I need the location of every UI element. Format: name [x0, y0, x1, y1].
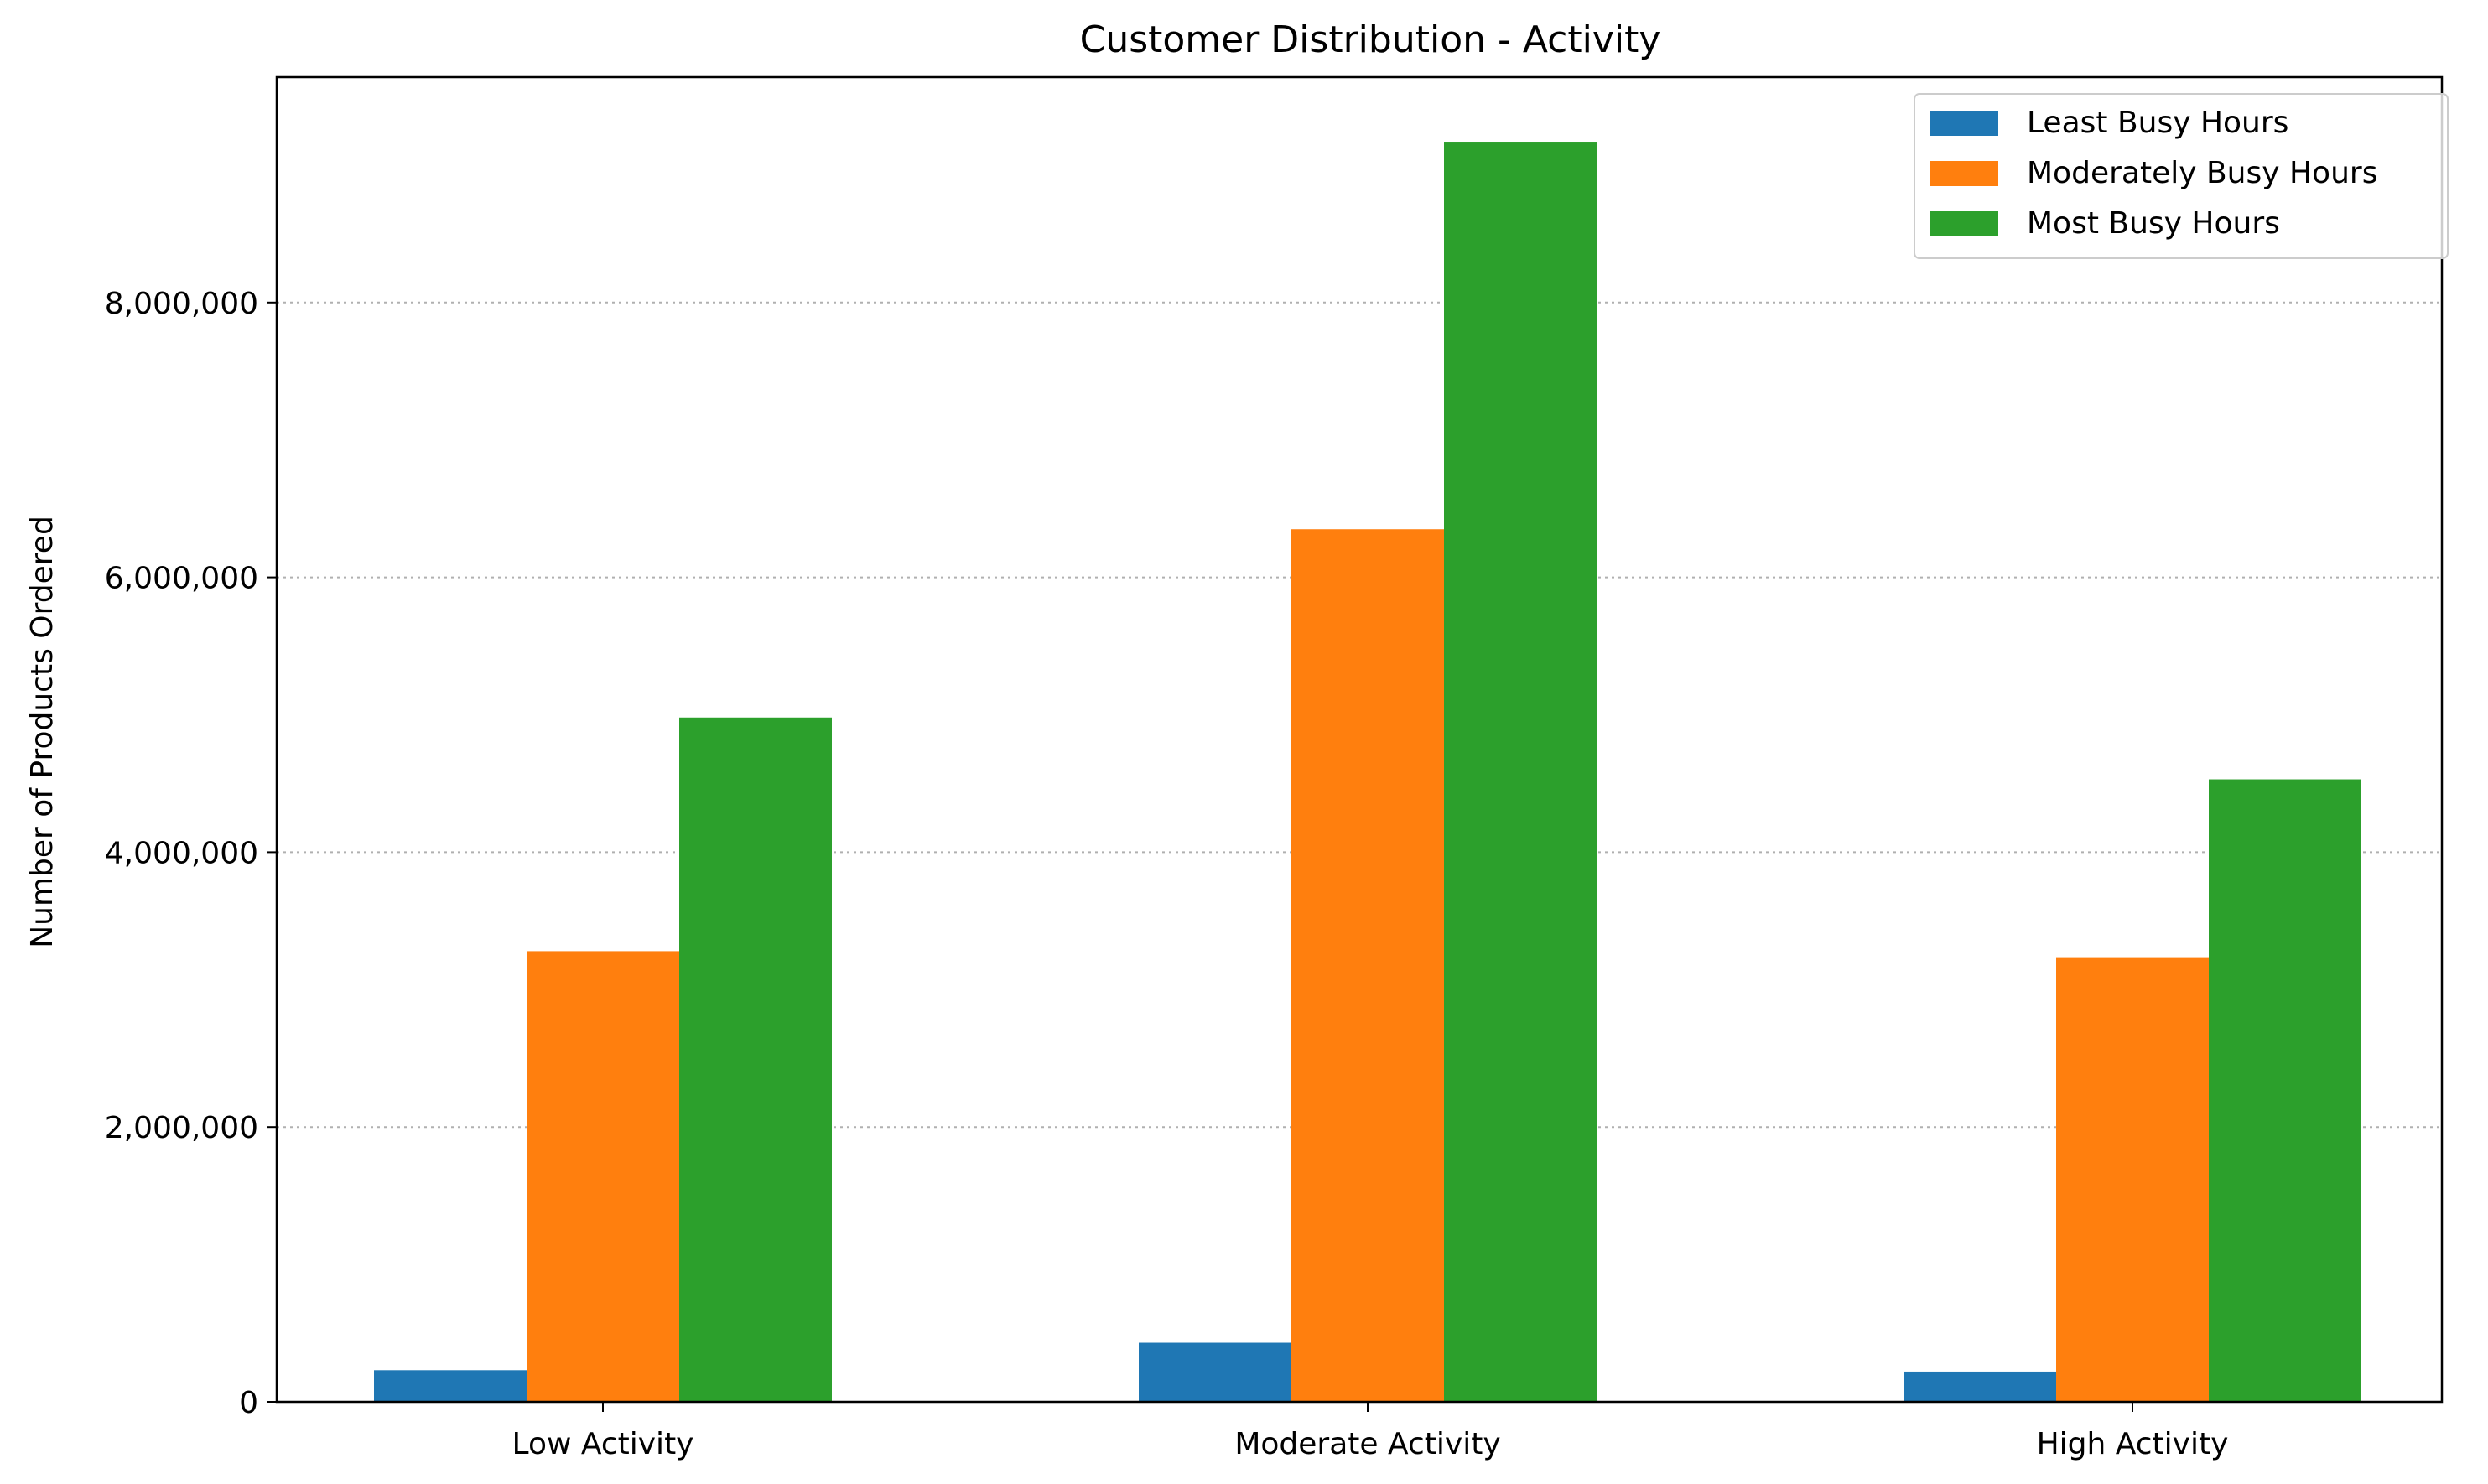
bar-moderately-busy-hours-low-activity	[527, 951, 679, 1402]
y-tick-label: 4,000,000	[105, 836, 258, 870]
bar-most-busy-hours-low-activity	[679, 717, 832, 1402]
bars	[374, 142, 2361, 1402]
y-tick-label: 2,000,000	[105, 1111, 258, 1145]
plot-frame	[275, 75, 2444, 1404]
y-tick-label: 0	[239, 1386, 258, 1420]
legend: Least Busy Hours Moderately Busy Hours Mos…	[1914, 93, 2449, 259]
legend-swatch	[1930, 111, 1998, 136]
bar-least-busy-hours-low-activity	[374, 1370, 527, 1402]
legend-box	[1914, 93, 2449, 259]
y-axis-label: Number of Products Ordered	[25, 516, 60, 948]
bar-moderately-busy-hours-high-activity	[2056, 957, 2209, 1402]
axes: 0 2,000,000 4,000,000 6,000,000 8,000,000 Low…	[105, 75, 2444, 1461]
legend-label: Most Busy Hours	[2027, 206, 2280, 241]
x-tick-label: Low Activity	[512, 1427, 694, 1461]
legend-label: Least Busy Hours	[2027, 106, 2288, 140]
bar-most-busy-hours-moderate-activity	[1444, 142, 1597, 1402]
y-tick-label: 8,000,000	[105, 287, 258, 321]
bar-least-busy-hours-high-activity	[1904, 1371, 2056, 1402]
x-tick-label: High Activity	[2037, 1427, 2229, 1461]
legend-swatch	[1930, 211, 1998, 236]
legend-label: Moderately Busy Hours	[2027, 156, 2377, 190]
bar-least-busy-hours-moderate-activity	[1139, 1342, 1291, 1402]
bar-most-busy-hours-high-activity	[2209, 779, 2361, 1402]
chart-title: Customer Distribution - Activity	[1080, 18, 1661, 61]
bar-moderately-busy-hours-moderate-activity	[1291, 529, 1444, 1402]
y-tick-label: 6,000,000	[105, 562, 258, 596]
x-tick-label: Moderate Activity	[1234, 1427, 1500, 1461]
legend-swatch	[1930, 161, 1998, 186]
